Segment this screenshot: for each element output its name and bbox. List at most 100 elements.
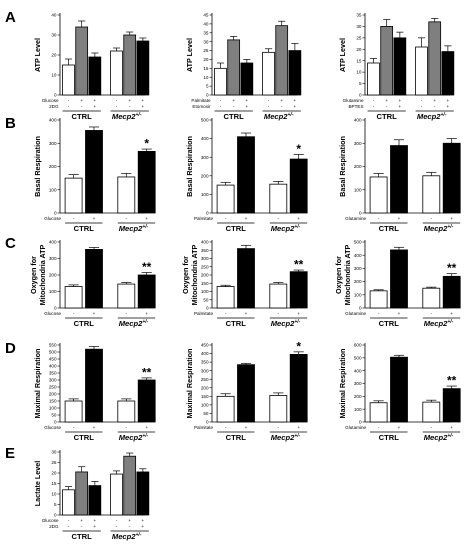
group-label-ctrl: CTRL [74,319,95,328]
bar [75,471,89,516]
chart-b3: Basal Respiration 0 100 200 300 400 Glutamine -… [338,118,461,233]
condition-sign: - [68,98,70,103]
y-tick-label: 150 [49,399,57,404]
condition-sign: + [398,425,401,430]
bar [269,183,288,214]
condition-label: Glucose [44,425,61,430]
y-tick-label: 200 [49,392,57,397]
group-label-ctrl: CTRL [226,224,247,233]
group-label-mecp2: Mecp2+/- [112,532,142,541]
bar [136,40,150,96]
y-tick-label: 100 [354,187,362,192]
y-tick-label: 100 [354,292,362,297]
y-tick-label: 0 [206,420,209,425]
condition-sign: + [399,98,402,103]
bar [85,249,103,309]
y-tick-label: 40 [203,21,209,26]
y-tick-label: 0 [54,211,57,216]
group-label-ctrl: CTRL [226,319,247,328]
condition-sign: - [373,104,375,109]
y-tick-label: 400 [49,364,57,369]
y-tick-label: 0 [359,211,362,216]
y-axis-label: Maximal Respiration [185,349,194,419]
panel-letter: E [5,445,15,462]
condition-sign: + [232,98,235,103]
condition-sign: - [129,524,131,529]
y-tick-label: 450 [49,357,57,362]
y-tick-label: 100 [201,402,209,407]
condition-sign: + [297,425,300,430]
condition-sign: - [378,311,380,316]
condition-label: Glucose [44,216,61,221]
group-label-ctrl: CTRL [379,224,400,233]
bar [269,283,288,309]
condition-sign: - [431,425,433,430]
bar [110,50,123,96]
y-axis-label-line2: Mitochondria ATP [190,244,199,305]
y-tick-label: 50 [203,411,209,416]
y-axis-label: Maximal Respiration [338,349,347,419]
group-label-ctrl: CTRL [224,112,245,121]
condition-label: Glutamine [343,98,364,103]
bar [64,286,83,309]
condition-sign: - [431,216,433,221]
condition-sign: + [450,425,453,430]
y-tick-label: 300 [49,378,57,383]
condition-sign: + [294,104,297,109]
condition-label: Etomoxir [192,104,211,109]
group-label-ctrl: CTRL [379,433,400,442]
group-label-ctrl: CTRL [377,112,398,121]
y-axis-label-line1: Oxygen for [29,256,38,294]
group-label-mecp2: Mecp2+/- [417,112,447,121]
condition-sign: - [278,425,280,430]
condition-sign: + [80,98,83,103]
panel-letter: B [5,115,16,132]
chart-d2: Maximal Respiration 0 50 100 150 200 250 300 350… [185,339,308,442]
condition-sign: - [220,104,222,109]
condition-sign: - [378,425,380,430]
panel-letter: D [5,340,16,357]
y-tick-label: 450 [201,343,209,348]
condition-sign: + [145,216,148,221]
bar [64,400,83,423]
condition-sign: - [431,311,433,316]
condition-sign: - [68,518,70,523]
group-label-ctrl: CTRL [72,112,93,121]
group-label-ctrl: CTRL [74,224,95,233]
condition-sign: - [421,98,423,103]
y-tick-label: 40 [51,13,57,18]
y-tick-label: 0 [206,211,209,216]
bar [88,485,102,516]
bar [393,37,407,96]
condition-sign: + [398,311,401,316]
group-label-mecp2: Mecp2+/- [271,433,301,442]
group-label-ctrl: CTRL [74,433,95,442]
condition-sign: - [386,104,388,109]
condition-sign: - [126,216,128,221]
bar [117,400,136,423]
bar [428,21,442,96]
chart-c2: Oxygen for Mitochondria ATP 0 50 100 150 200 25… [181,240,308,328]
y-tick-label: 250 [201,377,209,382]
condition-sign: + [145,425,148,430]
bar [237,364,255,423]
y-tick-label: 300 [201,155,209,160]
bar [137,150,156,214]
condition-label: Palmitate [194,216,214,221]
condition-sign: + [245,425,248,430]
group-label-mecp2: Mecp2+/- [424,224,454,233]
y-axis-label: Basal Respiration [33,136,42,197]
y-tick-label: 200 [354,279,362,284]
y-tick-label: 0 [206,93,209,98]
bar [136,471,150,516]
y-tick-label: 35 [203,30,209,35]
y-tick-label: 0 [359,93,362,98]
condition-sign: - [116,524,118,529]
y-tick-label: 200 [201,173,209,178]
y-tick-label: 10 [51,73,57,78]
chart-d3: Maximal Respiration 0 100 200 300 400 500 600 **… [338,343,461,442]
condition-sign: + [128,98,131,103]
y-tick-label: 0 [54,93,57,98]
y-tick-label: 200 [354,394,362,399]
